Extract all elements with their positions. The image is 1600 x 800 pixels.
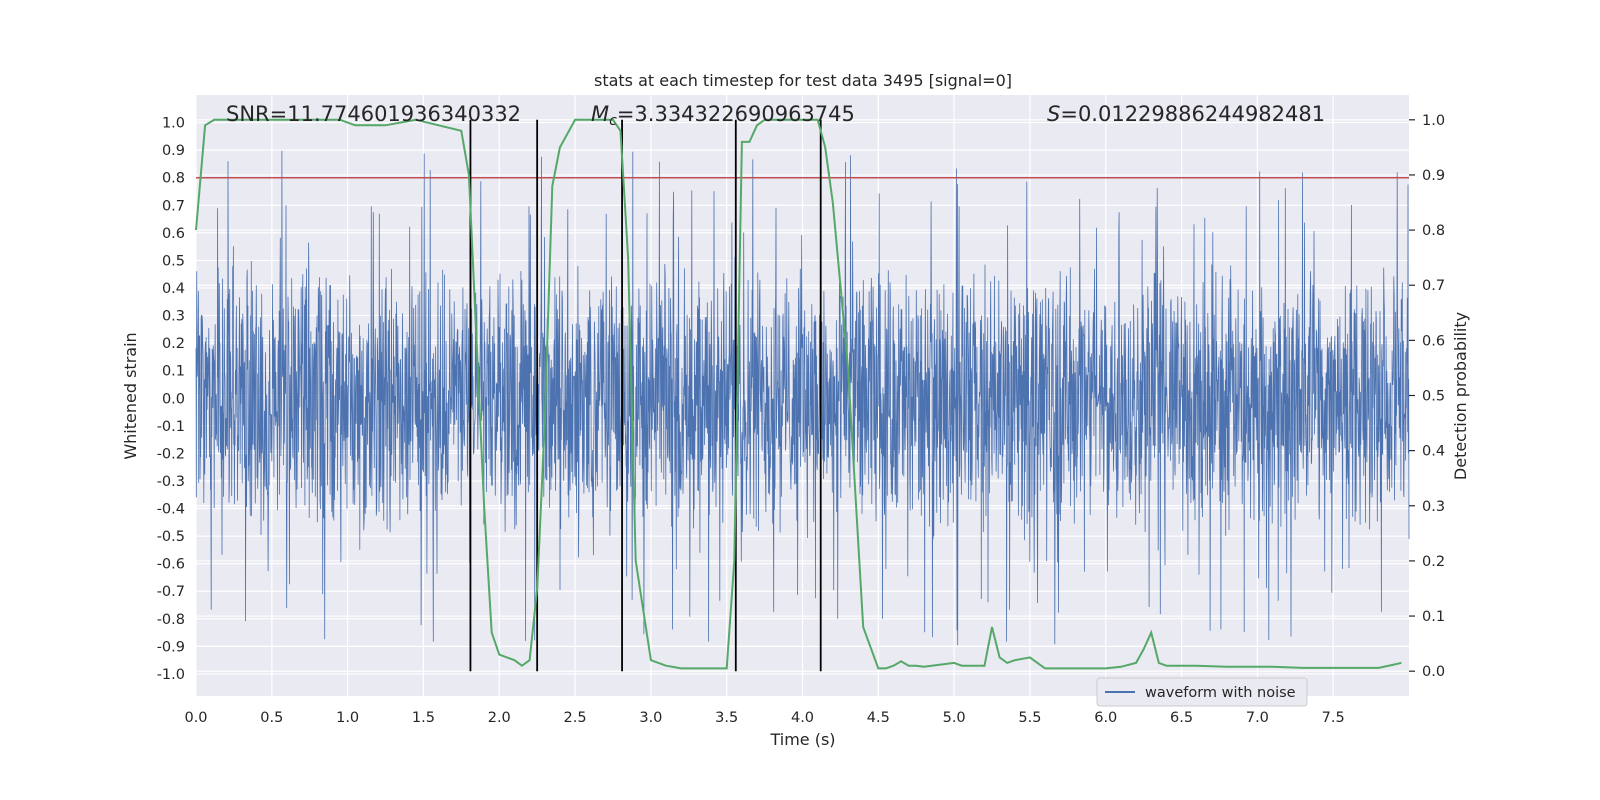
left-y-tick-label: 0.8 — [162, 171, 185, 187]
left-y-tick-label: 0.5 — [162, 253, 185, 269]
chirp-mass-subscript: c — [609, 113, 617, 129]
s-annotation: S=0.01229886244982481 — [1047, 102, 1325, 126]
x-tick-label: 2.0 — [488, 710, 511, 726]
right-y-tick-label: 0.9 — [1422, 168, 1445, 184]
left-y-tick-label: -0.4 — [157, 502, 185, 518]
x-tick-label: 3.0 — [639, 710, 662, 726]
legend: waveform with noise — [1096, 677, 1308, 707]
left-y-tick-label: -0.8 — [157, 612, 185, 628]
chart-title: stats at each timestep for test data 349… — [594, 71, 1012, 90]
probability-series — [195, 118, 1402, 670]
right-y-tick-label: 0.4 — [1422, 444, 1445, 460]
x-tick-label: 6.0 — [1094, 710, 1117, 726]
x-tick-label: 7.0 — [1246, 710, 1269, 726]
s-symbol: S — [1047, 102, 1060, 126]
right-y-tick-label: 0.7 — [1422, 278, 1445, 294]
left-y-tick-label: 0.1 — [162, 364, 185, 380]
waveform-series — [195, 150, 1410, 646]
s-value: =0.01229886244982481 — [1060, 102, 1325, 126]
left-y-tick-label: 0.4 — [162, 281, 185, 297]
right-y-tick-label: 0.8 — [1422, 223, 1445, 239]
x-tick-label: 4.5 — [867, 710, 890, 726]
left-y-tick-label: -0.1 — [157, 419, 185, 435]
left-y-tick-label: -1.0 — [157, 667, 185, 683]
left-y-tick-label: -0.5 — [157, 529, 185, 545]
x-tick-label: 3.5 — [715, 710, 738, 726]
left-y-tick-label: 0.0 — [162, 391, 185, 407]
left-y-tick-label: 0.6 — [162, 226, 185, 242]
right-y-tick-label: 0.0 — [1422, 664, 1445, 680]
right-y-tick-label: 0.5 — [1422, 389, 1445, 405]
legend-waveform-label: waveform with noise — [1145, 685, 1296, 701]
x-tick-label: 6.5 — [1170, 710, 1193, 726]
legend-box — [1096, 677, 1308, 707]
left-y-tick-label: 0.2 — [162, 336, 185, 352]
chirp-mass-annotation: Mc=3.334322690963745 — [591, 102, 855, 129]
x-tick-label: 5.0 — [943, 710, 966, 726]
right-y-tick-label: 0.3 — [1422, 499, 1445, 515]
left-y-tick-label: 1.0 — [162, 116, 185, 132]
x-axis-label: Time (s) — [769, 730, 835, 749]
chirp-mass-value: =3.334322690963745 — [617, 102, 855, 126]
left-y-tick-label: -0.3 — [157, 474, 185, 490]
x-tick-label: 5.5 — [1018, 710, 1041, 726]
x-tick-label: 0.5 — [260, 710, 283, 726]
left-y-tick-label: -0.7 — [157, 584, 185, 600]
x-tick-label: 2.5 — [564, 710, 587, 726]
x-tick-label: 1.5 — [412, 710, 435, 726]
left-y-tick-label: -0.6 — [157, 557, 185, 573]
right-y-tick-label: 0.1 — [1422, 609, 1445, 625]
right-y-axis-ticks: 1.0 0.9 0.8 0.7 0.6 0.5 0.4 0.3 0.2 0.1 0.0 — [1409, 113, 1445, 680]
chirp-mass-symbol: M — [591, 102, 609, 126]
snr-annotation: SNR=11.774601936340332 — [226, 102, 521, 126]
right-y-tick-label: 0.2 — [1422, 554, 1445, 570]
left-y-tick-label: -0.9 — [157, 639, 185, 655]
right-y-tick-label: 0.6 — [1422, 333, 1445, 349]
x-axis-ticks: 0.0 0.5 1.0 1.5 2.0 2.5 3.0 3.5 4.0 4.5 5.0 5.5 6.0 6… — [184, 710, 1344, 726]
left-y-tick-label: 0.9 — [162, 143, 185, 159]
grid — [195, 95, 1409, 696]
right-y-axis-label: Detection probability — [1451, 312, 1470, 480]
x-tick-label: 0.0 — [184, 710, 207, 726]
x-tick-label: 4.0 — [791, 710, 814, 726]
left-y-tick-label: 0.3 — [162, 309, 185, 325]
left-y-axis-label: Whitened strain — [121, 332, 140, 459]
x-tick-label: 1.0 — [336, 710, 359, 726]
left-y-tick-label: -0.2 — [157, 446, 185, 462]
x-tick-label: 7.5 — [1322, 710, 1345, 726]
right-y-tick-label: 1.0 — [1422, 113, 1445, 129]
left-y-axis-ticks: 1.0 0.9 0.8 0.7 0.6 0.5 0.4 0.3 0.2 0.1 0.0 -0.1 -0.… — [157, 116, 185, 683]
vertical-markers — [469, 119, 822, 672]
left-y-tick-label: 0.7 — [162, 198, 185, 214]
